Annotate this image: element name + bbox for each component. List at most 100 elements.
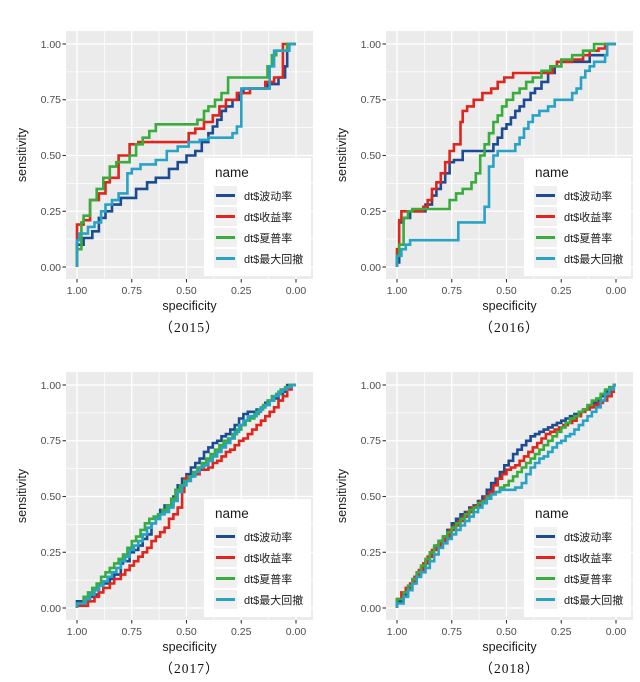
legend: name dt$波动率 dt$收益率 dt$夏普率 dt$最大回撤 xyxy=(204,158,312,276)
y-tick-label: 0.00 xyxy=(40,261,61,274)
legend-item: dt$夏普率 xyxy=(534,228,623,247)
roc-panel-2016: 0.00 0.25 0.50 0.75 1.00 1.00 0.75 0.50 0.25 0.00… xyxy=(320,0,640,341)
roc-curve-return xyxy=(395,42,616,267)
legend-key xyxy=(214,590,237,609)
legend-item-label: dt$波动率 xyxy=(244,531,293,544)
legend-item: dt$收益率 xyxy=(534,548,623,567)
y-axis-title: sensitivity xyxy=(335,127,349,183)
legend-item-label: dt$收益率 xyxy=(244,211,293,224)
x-tick-label: 0.25 xyxy=(231,285,252,297)
legend-item-label: dt$收益率 xyxy=(244,552,293,565)
legend-item-label: dt$波动率 xyxy=(564,531,613,544)
roc-curve-max_drawdown xyxy=(395,383,616,608)
legend: name dt$波动率 dt$收益率 dt$夏普率 dt$最大回撤 xyxy=(204,499,312,617)
x-axis-title: specificity xyxy=(162,640,217,654)
legend-item: dt$波动率 xyxy=(534,527,623,546)
roc-panel-2015: 0.00 0.25 0.50 0.75 1.00 1.00 0.75 0.50 0.25 0.00… xyxy=(0,0,320,341)
roc-panel-2018: 0.00 0.25 0.50 0.75 1.00 1.00 0.75 0.50 0.25 0.00… xyxy=(320,341,640,682)
legend-key-line-return xyxy=(536,556,555,559)
legend-item: dt$夏普率 xyxy=(214,228,303,247)
y-axis-title: sensitivity xyxy=(15,468,29,524)
legend-key-line-sharpe xyxy=(536,236,555,239)
roc-curve-return xyxy=(75,383,296,608)
x-tick-label: 0.50 xyxy=(496,626,517,638)
legend-item: dt$波动率 xyxy=(214,186,303,205)
y-tick-label: 0.25 xyxy=(360,546,381,559)
y-tick-label: 0.50 xyxy=(360,150,381,162)
roc-curve-max_drawdown xyxy=(75,383,296,608)
legend-item-label: dt$收益率 xyxy=(564,211,613,224)
legend-key xyxy=(214,207,237,226)
plot-canvas xyxy=(382,372,633,624)
x-tick-label: 0.50 xyxy=(496,285,517,297)
curves-group xyxy=(75,383,296,608)
curves-group xyxy=(395,42,616,267)
roc-curve-max_drawdown xyxy=(75,42,296,267)
legend-key-line-sharpe xyxy=(216,236,235,239)
plot-canvas xyxy=(62,31,313,283)
x-tick-label: 0.75 xyxy=(121,285,142,297)
x-tick-label: 0.75 xyxy=(121,626,142,638)
x-tick-label: 1.00 xyxy=(66,626,88,638)
legend-item-label: dt$夏普率 xyxy=(564,232,613,245)
y-tick-label: 0.50 xyxy=(40,491,61,503)
y-axis-title: sensitivity xyxy=(335,468,349,524)
y-axis-title: sensitivity xyxy=(15,127,29,183)
legend-item-label: dt$最大回撤 xyxy=(564,594,624,607)
legend-key-line-volatility xyxy=(536,535,555,538)
legend-key-line-return xyxy=(216,556,235,559)
roc-curve-sharpe xyxy=(395,42,616,267)
x-axis-title: specificity xyxy=(162,299,217,313)
legend-item: dt$最大回撤 xyxy=(534,590,623,609)
x-tick-label: 0.75 xyxy=(441,285,462,297)
legend-key xyxy=(534,186,557,205)
legend-key xyxy=(214,228,237,247)
panel-caption: （2016） xyxy=(479,320,540,335)
legend-item: dt$波动率 xyxy=(534,186,623,205)
panel-caption: （2015） xyxy=(159,320,220,335)
legend-item: dt$收益率 xyxy=(214,207,303,226)
x-tick-label: 1.00 xyxy=(66,285,88,297)
legend-key xyxy=(214,249,237,268)
legend-title: name xyxy=(215,506,249,521)
y-tick-label: 0.25 xyxy=(40,205,61,218)
legend-key xyxy=(534,569,557,588)
legend-item-label: dt$收益率 xyxy=(564,552,613,565)
legend-item-label: dt$最大回撤 xyxy=(244,253,304,266)
y-tick-label: 0.25 xyxy=(360,205,381,218)
legend-key xyxy=(214,186,237,205)
legend-item-label: dt$波动率 xyxy=(564,190,613,203)
x-tick-label: 0.00 xyxy=(605,626,627,638)
legend-item: dt$收益率 xyxy=(534,207,623,226)
legend-key-line-max_drawdown xyxy=(216,257,235,260)
x-axis-title: specificity xyxy=(482,299,537,313)
x-tick-label: 0.50 xyxy=(176,285,197,297)
legend-item-label: dt$夏普率 xyxy=(244,232,293,245)
curves-group xyxy=(395,383,616,608)
y-tick-label: 0.75 xyxy=(360,94,381,107)
x-tick-label: 0.50 xyxy=(176,626,197,638)
y-tick-label: 1.00 xyxy=(40,38,61,51)
x-tick-label: 1.00 xyxy=(386,626,408,638)
y-tick-label: 0.00 xyxy=(40,602,61,615)
legend-key-line-return xyxy=(536,215,555,218)
y-tick-label: 0.25 xyxy=(40,546,61,559)
roc-curve-sharpe xyxy=(395,383,616,608)
y-tick-label: 0.75 xyxy=(40,435,61,448)
x-tick-label: 0.25 xyxy=(551,285,572,297)
x-tick-label: 0.75 xyxy=(441,626,462,638)
legend-key-line-volatility xyxy=(536,194,555,197)
x-tick-label: 0.25 xyxy=(231,626,252,638)
legend-key-line-max_drawdown xyxy=(216,598,235,601)
legend-title: name xyxy=(535,506,569,521)
legend: name dt$波动率 dt$收益率 dt$夏普率 dt$最大回撤 xyxy=(524,158,632,276)
x-tick-label: 0.00 xyxy=(285,626,307,638)
x-tick-label: 0.00 xyxy=(285,285,307,297)
y-tick-label: 1.00 xyxy=(40,379,61,392)
y-tick-label: 1.00 xyxy=(360,38,381,51)
legend-key-line-volatility xyxy=(216,194,235,197)
legend-item: dt$收益率 xyxy=(214,548,303,567)
x-tick-label: 0.25 xyxy=(551,626,572,638)
panel-caption: （2017） xyxy=(159,661,220,676)
